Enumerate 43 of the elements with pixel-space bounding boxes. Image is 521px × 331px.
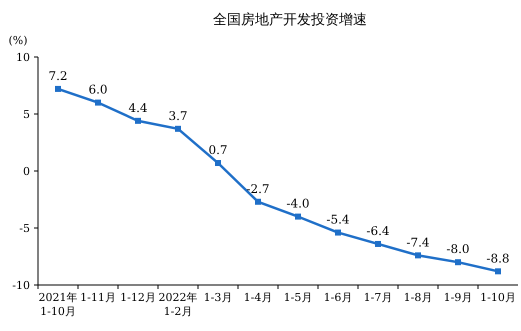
y-tick-label: 10 bbox=[16, 51, 30, 64]
x-tick-label: 1-10月 bbox=[480, 291, 516, 304]
data-label: 3.7 bbox=[168, 108, 188, 123]
point bbox=[175, 126, 181, 132]
point bbox=[135, 118, 141, 124]
x-tick-label: 1-6月 bbox=[324, 291, 352, 304]
y-tick-label: 0 bbox=[23, 165, 30, 178]
point bbox=[215, 160, 221, 166]
x-tick-label: 1-12月 bbox=[120, 291, 156, 304]
point bbox=[255, 198, 261, 205]
data-label: 7.2 bbox=[48, 68, 68, 83]
point bbox=[95, 100, 101, 106]
point bbox=[415, 252, 421, 258]
x-tick-label: 2021年 1-10月 bbox=[38, 291, 78, 318]
x-tick-label: 1-11月 bbox=[80, 291, 116, 304]
data-label: -6.4 bbox=[366, 224, 390, 238]
data-label: 6.0 bbox=[88, 82, 108, 97]
point bbox=[295, 214, 301, 220]
x-tick-label: 2022年 1-2月 bbox=[158, 291, 198, 318]
x-tick-label: 1-5月 bbox=[284, 291, 312, 304]
data-label: 4.4 bbox=[128, 100, 148, 115]
data-label: -8.8 bbox=[486, 251, 510, 266]
data-label: -4.0 bbox=[286, 196, 310, 211]
point bbox=[55, 86, 61, 92]
point bbox=[495, 268, 501, 274]
x-tick-label: 1-9月 bbox=[444, 291, 472, 304]
y-tick-label: -10 bbox=[12, 279, 30, 292]
data-label: -7.4 bbox=[406, 235, 430, 250]
point bbox=[335, 230, 341, 236]
data-label: -2.7 bbox=[246, 182, 270, 196]
point bbox=[375, 240, 381, 247]
y-tick-label: -5 bbox=[19, 222, 30, 235]
data-label: 0.7 bbox=[208, 143, 228, 158]
data-label: -8.0 bbox=[446, 242, 470, 256]
x-tick-label: 1-7月 bbox=[364, 291, 392, 304]
x-tick-label: 1-8月 bbox=[404, 291, 432, 304]
chart-title: 全国房地产开发投资增速 bbox=[213, 12, 367, 28]
y-axis-title: (%) bbox=[8, 34, 28, 47]
x-tick-label: 1-3月 bbox=[204, 291, 232, 304]
point bbox=[455, 259, 461, 266]
x-tick-label: 1-4月 bbox=[244, 291, 272, 304]
y-tick-label: 5 bbox=[23, 108, 30, 121]
data-label: -5.4 bbox=[326, 212, 350, 227]
